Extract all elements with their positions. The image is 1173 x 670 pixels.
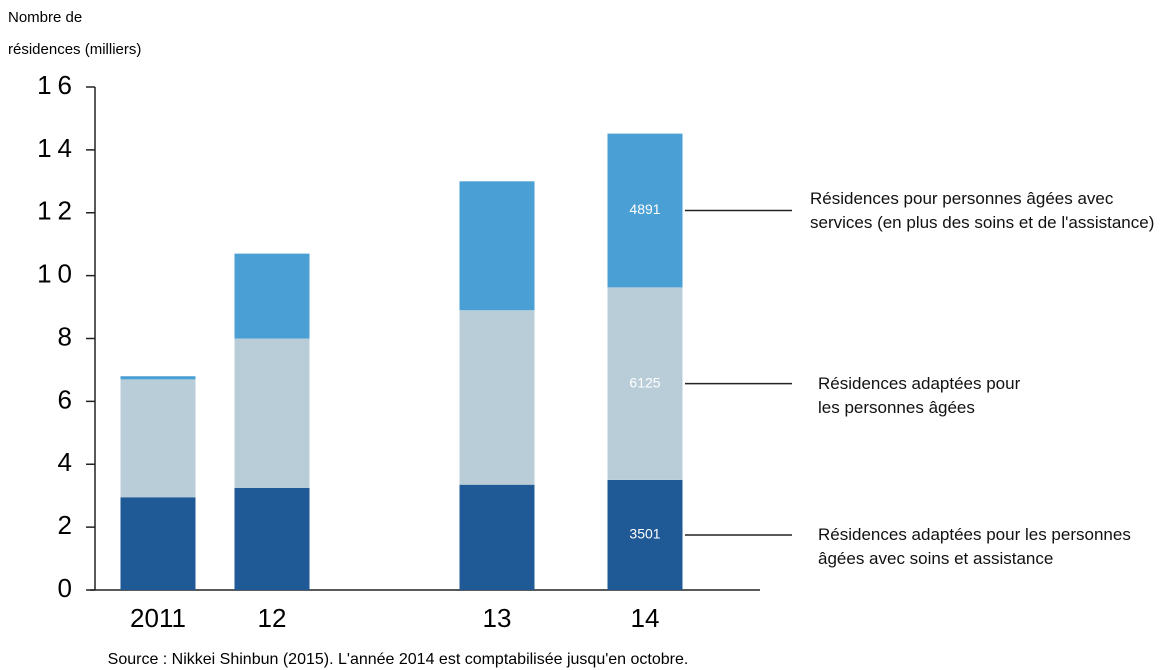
bar-segment bbox=[234, 487, 310, 590]
bar-segment bbox=[607, 287, 683, 480]
bar-segment bbox=[120, 376, 196, 380]
y-tick-label: 14 bbox=[37, 133, 78, 163]
bar-segment bbox=[607, 133, 683, 288]
data-label: 4891 bbox=[629, 201, 660, 217]
data-label: 6125 bbox=[629, 374, 660, 390]
x-tick-label: 14 bbox=[631, 603, 660, 633]
x-tick-label: 2011 bbox=[130, 603, 186, 633]
bar-segment bbox=[459, 310, 535, 485]
y-tick-label: 2 bbox=[58, 510, 78, 540]
y-tick-label: 6 bbox=[58, 384, 78, 414]
y-tick-label: 4 bbox=[58, 447, 78, 477]
y-tick-label: 0 bbox=[58, 573, 78, 603]
legend-entry: Résidences adaptées pour les personnes â… bbox=[818, 524, 1131, 568]
x-tick-label: 12 bbox=[258, 603, 287, 633]
legend-entry: Résidences pour personnes âgées avec ser… bbox=[810, 188, 1155, 232]
bar-segment bbox=[234, 253, 310, 339]
y-tick-label: 10 bbox=[37, 259, 78, 289]
y-axis-title: Nombre de bbox=[8, 9, 82, 26]
y-tick-label: 16 bbox=[37, 70, 78, 100]
source: Source : Nikkei Shinbun (2015). L'année … bbox=[108, 651, 689, 668]
y-tick-label: 8 bbox=[58, 321, 78, 351]
y-tick-label: 12 bbox=[37, 196, 78, 226]
bar-segment bbox=[459, 484, 535, 590]
bar-segment bbox=[120, 497, 196, 590]
data-label: 3501 bbox=[629, 526, 660, 542]
bar-segment bbox=[607, 479, 683, 590]
bar-segment bbox=[459, 181, 535, 311]
x-tick-label: 13 bbox=[483, 603, 512, 633]
bar-segment bbox=[234, 338, 310, 488]
y-axis-title: résidences (milliers) bbox=[8, 41, 141, 58]
legend-entry: Résidences adaptées pour les personnes â… bbox=[818, 373, 1021, 417]
bar-segment bbox=[120, 379, 196, 498]
